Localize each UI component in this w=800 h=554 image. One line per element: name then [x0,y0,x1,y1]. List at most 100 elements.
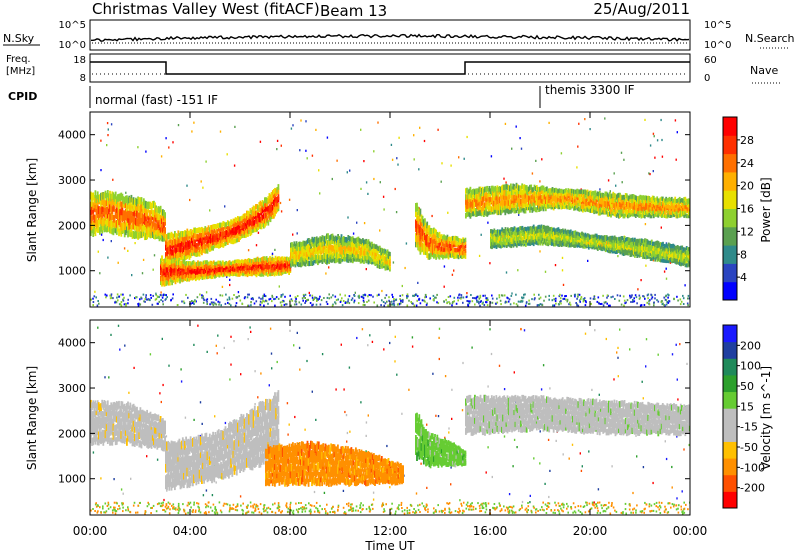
scatter-cell [536,304,539,307]
range-cell [470,211,473,217]
range-cell [309,251,311,257]
range-cell [540,229,543,234]
range-cell [438,231,441,237]
range-cell [209,274,212,279]
range-cell [338,258,341,264]
range-cell [440,246,443,252]
range-cell [310,238,312,245]
range-cell [350,249,353,255]
range-cell [195,228,198,234]
range-cell [544,186,547,192]
range-cell [189,235,192,242]
scatter-cell [211,302,213,305]
range-cell [350,253,353,259]
range-cell [229,227,231,233]
range-cell [488,208,491,215]
range-cell [297,254,300,260]
range-cell [514,201,517,207]
range-cell [483,205,485,212]
range-cell [523,201,526,207]
range-cell [198,232,201,239]
range-cell [262,201,265,207]
range-cell [306,255,309,261]
range-cell [243,217,246,223]
range-cell [470,190,473,196]
range-cell [538,195,540,201]
range-cell [627,213,629,219]
range-cell [660,210,663,215]
range-cell [610,212,612,218]
range-cell [257,260,260,265]
range-cell [519,189,521,195]
range-cell [503,234,506,239]
range-cell [117,199,119,208]
range-cell [663,206,665,211]
range-cell [201,226,203,233]
scatter-cell [665,267,667,270]
range-cell [600,202,602,207]
range-cell [540,197,543,203]
scatter-cell [587,259,589,262]
range-cell [651,195,654,200]
range-cell [282,268,285,272]
range-cell [654,204,656,209]
range-cell [669,204,672,209]
range-cell [155,210,157,218]
range-cell [661,203,664,208]
range-cell [426,226,429,234]
range-cell [104,206,107,215]
range-cell [371,241,373,247]
range-cell [539,241,542,246]
range-cell [531,187,534,193]
range-cell [260,269,262,274]
range-cell [503,229,506,234]
scatter-cell [387,304,389,307]
range-cell [502,240,505,245]
range-cell [142,228,145,237]
range-cell [183,274,186,280]
range-cell [204,229,207,236]
scatter-cell [618,299,621,302]
range-cell [156,213,159,220]
range-cell [243,271,245,276]
scatter-cell [507,300,510,303]
range-cell [648,212,651,217]
scatter-cell [221,285,224,288]
range-cell [175,270,178,276]
range-cell [205,248,208,254]
range-cell [236,267,239,272]
range-cell [90,207,92,215]
scatter-cell [468,302,471,305]
scatter-cell [638,297,641,300]
range-cell [203,238,205,245]
range-cell [344,240,346,246]
range-cell [368,258,371,264]
scatter-cell [437,128,439,131]
range-cell [550,194,553,199]
range-cell [613,198,616,204]
range-cell [524,229,527,234]
range-cell [329,239,332,245]
scatter-cell [487,221,489,224]
range-cell [194,264,197,269]
scatter-cell [224,302,227,305]
range-cell [369,251,372,256]
range-cell [645,195,647,200]
range-cell [606,206,609,212]
range-cell [341,248,344,255]
range-cell [471,189,474,195]
range-cell [270,206,273,213]
range-cell [633,212,636,217]
range-cell [215,240,218,246]
scatter-cell [304,293,307,296]
range-cell [558,193,561,198]
scatter-cell [569,303,572,306]
range-cell [335,235,337,242]
range-cell [507,194,510,201]
range-cell [177,251,180,258]
range-cell [434,228,436,235]
scatter-cell [291,299,294,302]
scatter-cell [348,295,351,298]
range-cell [528,241,531,246]
range-cell [176,246,178,253]
